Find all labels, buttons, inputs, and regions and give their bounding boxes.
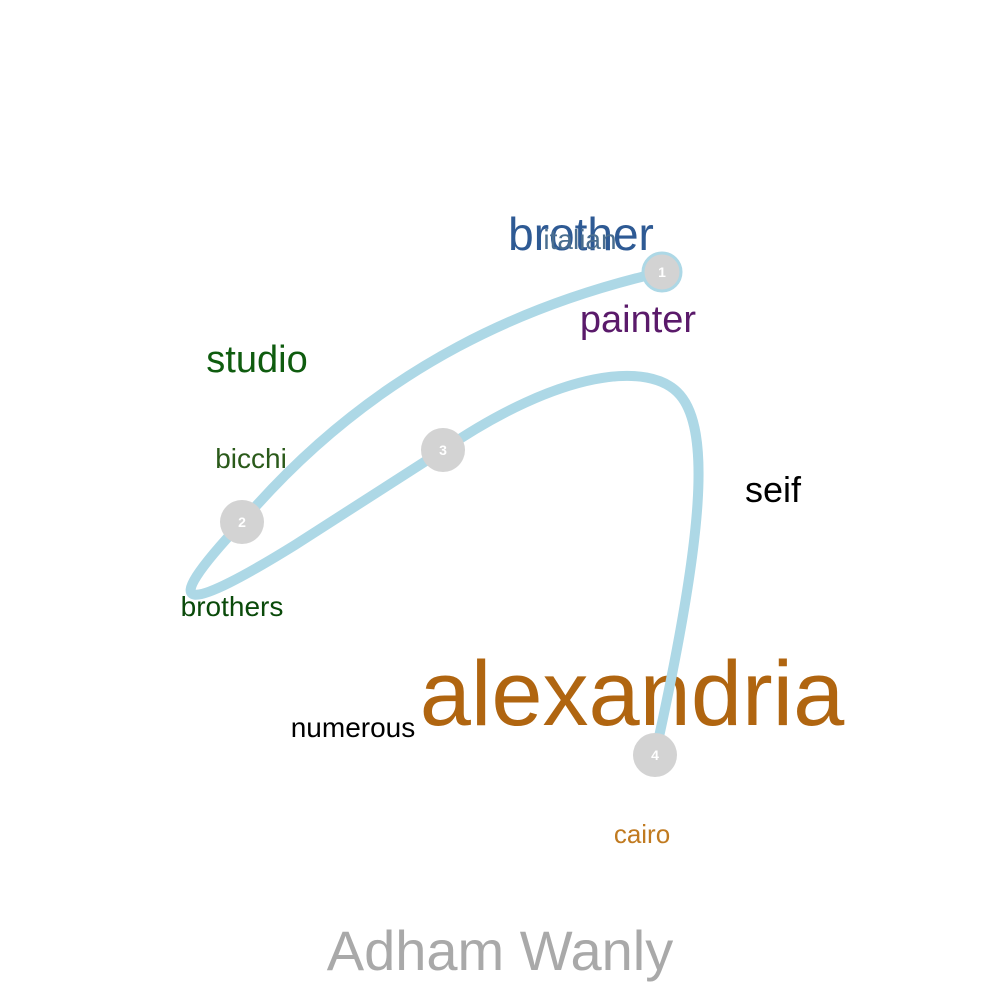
node-2: 2 [220,500,264,544]
node-marker [421,428,465,472]
word-brother: brother [508,208,654,260]
word-numerous: numerous [291,712,416,743]
node-3: 3 [421,428,465,472]
word-painter: painter [580,299,697,341]
node-label: 3 [439,442,447,458]
word-studio: studio [206,339,307,381]
trajectory-path [185,267,704,760]
diagram-caption: Adham Wanly [327,919,674,982]
word-cloud: brother italian painter studio bicchi se… [181,208,845,849]
node-4: 4 [633,733,677,777]
node-label: 2 [238,514,246,530]
word-bicchi: bicchi [215,443,287,474]
word-italian: italian [543,224,616,255]
node-marker [220,500,264,544]
word-cairo: cairo [614,819,670,849]
node-label: 1 [658,264,666,280]
node-label: 4 [651,747,659,763]
word-seif: seif [745,469,802,510]
node-marker [633,733,677,777]
word-alexandria: alexandria [420,643,845,745]
node-1: 1 [641,251,683,293]
node-marker [641,251,683,293]
